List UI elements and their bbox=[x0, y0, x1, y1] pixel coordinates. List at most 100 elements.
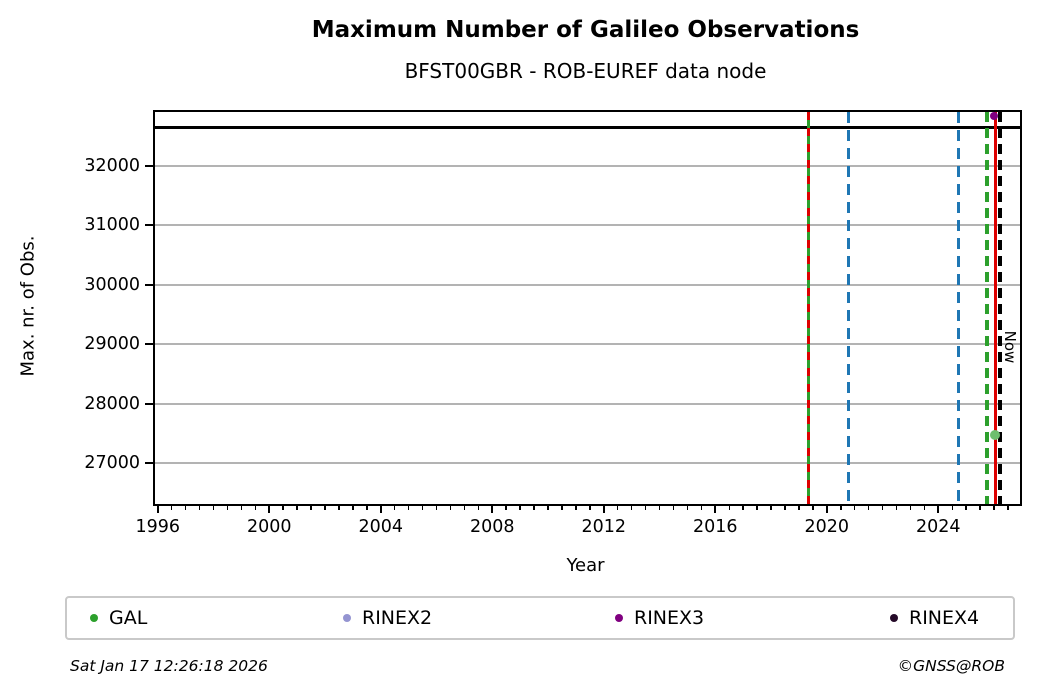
x-tick-minor bbox=[310, 506, 312, 510]
x-tick-minor bbox=[756, 506, 758, 510]
x-tick-minor bbox=[658, 506, 661, 510]
x-tick-minor bbox=[212, 506, 215, 510]
y-gridline bbox=[155, 462, 1020, 465]
x-tick-minor bbox=[226, 506, 229, 510]
x-tick-minor bbox=[296, 506, 298, 510]
x-tick-minor bbox=[965, 506, 967, 510]
y-tick-mark bbox=[145, 462, 155, 465]
x-tick-minor bbox=[909, 506, 912, 510]
y-tick-mark bbox=[145, 283, 155, 286]
x-tick-minor bbox=[393, 506, 396, 510]
x-tick-minor bbox=[547, 506, 549, 510]
x-tick-major bbox=[937, 506, 940, 513]
y-tick-mark bbox=[145, 343, 155, 346]
x-tick-minor bbox=[672, 506, 675, 510]
x-tick-minor bbox=[895, 506, 898, 510]
x-tick-label: 2012 bbox=[581, 517, 627, 537]
x-tick-label: 2008 bbox=[470, 517, 515, 537]
event-vline-1f77b4 bbox=[846, 112, 850, 504]
y-tick-label: 27000 bbox=[84, 453, 140, 474]
x-axis-label: Year bbox=[566, 555, 605, 576]
x-tick-minor bbox=[770, 506, 772, 510]
event-vline-dd0000 bbox=[806, 112, 810, 504]
x-tick-minor bbox=[798, 506, 800, 510]
x-tick-minor bbox=[1007, 506, 1009, 510]
x-tick-major bbox=[379, 506, 382, 513]
x-tick-minor bbox=[184, 506, 187, 510]
x-tick-minor bbox=[867, 506, 870, 510]
x-tick-label: 2016 bbox=[693, 517, 738, 537]
x-tick-minor bbox=[575, 506, 577, 510]
x-tick-major bbox=[714, 506, 717, 513]
x-tick-minor bbox=[463, 506, 466, 510]
data-point bbox=[989, 112, 998, 121]
y-tick-label: 32000 bbox=[84, 156, 140, 177]
legend-label: RINEX3 bbox=[634, 607, 705, 629]
x-tick-minor bbox=[812, 506, 814, 510]
x-tick-minor bbox=[477, 506, 480, 510]
x-tick-label: 1996 bbox=[135, 517, 181, 537]
event-vline-now bbox=[993, 112, 997, 504]
x-tick-minor bbox=[951, 506, 953, 510]
x-tick-minor bbox=[170, 506, 173, 510]
x-tick-minor bbox=[589, 506, 591, 510]
event-vline-1f77b4 bbox=[957, 112, 961, 504]
x-tick-minor bbox=[561, 506, 563, 510]
x-tick-minor bbox=[449, 506, 452, 510]
y-gridline bbox=[155, 165, 1020, 168]
x-tick-minor bbox=[421, 506, 424, 510]
y-tick-label: 30000 bbox=[84, 274, 140, 295]
x-tick-minor bbox=[853, 506, 856, 510]
legend-item-rinex4: RINEX4 bbox=[890, 607, 979, 629]
x-tick-minor bbox=[435, 506, 438, 510]
x-tick-major bbox=[825, 506, 828, 513]
x-tick-minor bbox=[407, 506, 410, 510]
x-tick-major bbox=[268, 506, 271, 513]
y-tick-mark bbox=[145, 165, 155, 168]
legend-label: GAL bbox=[109, 607, 148, 629]
rinex4-marker-icon bbox=[890, 614, 898, 622]
legend-label: RINEX2 bbox=[362, 607, 433, 629]
x-tick-minor bbox=[644, 506, 647, 510]
x-tick-label: 2000 bbox=[247, 517, 292, 537]
legend-label: RINEX4 bbox=[909, 607, 980, 629]
x-tick-minor bbox=[616, 506, 619, 510]
credit-text: ©GNSS@ROB bbox=[897, 657, 1005, 675]
y-gridline bbox=[155, 402, 1020, 405]
y-tick-label: 31000 bbox=[84, 215, 140, 236]
x-tick-major bbox=[491, 506, 494, 513]
legend-item-rinex3: RINEX3 bbox=[615, 607, 704, 629]
y-tick-mark bbox=[145, 402, 155, 405]
chart-title: Maximum Number of Galileo Observations bbox=[311, 17, 860, 43]
x-tick-minor bbox=[198, 506, 201, 510]
y-gridline bbox=[155, 224, 1020, 227]
x-tick-minor bbox=[784, 506, 786, 510]
gal-marker-icon bbox=[90, 614, 98, 622]
rinex3-marker-icon bbox=[615, 614, 623, 622]
now-label: Now bbox=[1001, 330, 1020, 364]
y-axis-label: Max. nr. of Obs. bbox=[17, 235, 39, 377]
y-tick-mark bbox=[145, 224, 155, 227]
x-tick-minor bbox=[686, 506, 689, 510]
event-vline-000000 bbox=[998, 112, 1003, 504]
x-tick-minor bbox=[979, 506, 981, 510]
y-tick-label: 28000 bbox=[84, 393, 140, 414]
x-tick-minor bbox=[881, 506, 884, 510]
x-tick-minor bbox=[700, 506, 703, 510]
max-obs-line bbox=[155, 125, 1020, 129]
legend-box: GAL RINEX2 RINEX3 RINEX4 bbox=[65, 596, 1015, 640]
x-tick-minor bbox=[254, 506, 257, 510]
plot-area: 27000 28000 29000 30000 31000 32000 1996 2000 20… bbox=[84, 110, 1022, 537]
x-tick-label: 2004 bbox=[358, 517, 404, 537]
x-tick-minor bbox=[840, 506, 842, 510]
x-tick-minor bbox=[282, 506, 284, 510]
chart-subtitle: BFST00GBR - ROB-EUREF data node bbox=[404, 59, 767, 83]
x-tick-minor bbox=[728, 506, 730, 510]
x-tick-minor bbox=[533, 506, 535, 510]
x-tick-minor bbox=[324, 506, 326, 510]
y-tick-label: 29000 bbox=[84, 334, 140, 355]
x-tick-minor bbox=[366, 506, 368, 510]
x-tick-label: 2020 bbox=[804, 517, 850, 537]
x-tick-minor bbox=[993, 506, 995, 510]
